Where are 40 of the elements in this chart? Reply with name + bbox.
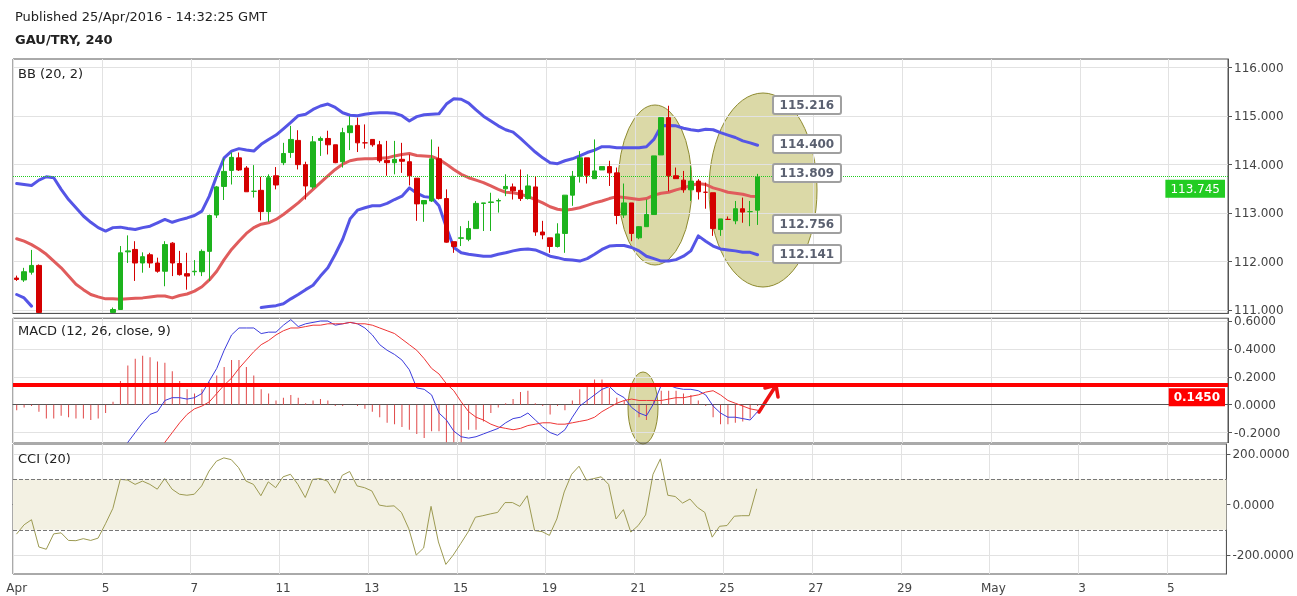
y-tick-label: -0.2000 xyxy=(1234,425,1281,440)
y-tick-label: 0.6000 xyxy=(1234,314,1276,328)
x-tick-label: 25 xyxy=(719,581,735,595)
y-tick-label: 111.000 xyxy=(1234,303,1284,317)
x-tick-label: 5 xyxy=(1167,581,1175,595)
y-tick-label: 113.000 xyxy=(1234,206,1284,221)
annotation: BB (20, 2) xyxy=(18,66,84,81)
x-tick-label: 21 xyxy=(630,581,646,595)
x-tick-label: 11 xyxy=(275,581,291,595)
chart-title: MACD (12, 26, close, 9) xyxy=(18,323,171,338)
x-tick-label: 13 xyxy=(364,581,380,595)
annotation: 115.216 xyxy=(771,94,843,115)
x-tick-label: 3 xyxy=(1078,581,1086,595)
y-tick-label: 116.000 xyxy=(1234,60,1284,75)
y-tick-label: 0.2000 xyxy=(1234,369,1276,384)
y-tick-label: 0.4000 xyxy=(1234,341,1276,356)
y-tick-label: 115.000 xyxy=(1234,109,1284,124)
text: CCI (20) xyxy=(18,451,71,466)
y-tick-label: -200.0000 xyxy=(1232,548,1295,563)
x-tick-label: May xyxy=(980,581,1006,595)
y-tick-label: 0.0000 xyxy=(1234,397,1276,412)
chart-title: GAU/TRY, 240 xyxy=(15,32,113,47)
x-tick-label: Apr xyxy=(6,581,28,595)
annotation: 112.756 xyxy=(771,213,843,234)
x-tick-label: 7 xyxy=(190,581,199,595)
y-tick-label: 114.000 xyxy=(1234,157,1284,172)
annotation: 113.809 xyxy=(771,162,843,183)
y-tick-label: 0.0000 xyxy=(1232,497,1275,512)
y-tick-label: 112.000 xyxy=(1234,254,1284,269)
ref-line-label: 113.745 xyxy=(1170,181,1220,196)
annotation: 114.400 xyxy=(771,134,843,155)
ref-line-label: 0.1450 xyxy=(1173,390,1220,405)
x-tick-label: 15 xyxy=(452,581,469,595)
x-tick-label: 29 xyxy=(896,581,913,595)
chart-subtitle: Published 25/Apr/2016 - 14:32:25 GMT xyxy=(15,9,268,24)
x-tick-label: 27 xyxy=(808,581,824,595)
y-tick-label: 200.0000 xyxy=(1232,447,1290,462)
x-tick-label: 5 xyxy=(101,581,110,595)
annotation: 112.141 xyxy=(771,243,843,264)
x-tick-label: 19 xyxy=(541,581,558,595)
